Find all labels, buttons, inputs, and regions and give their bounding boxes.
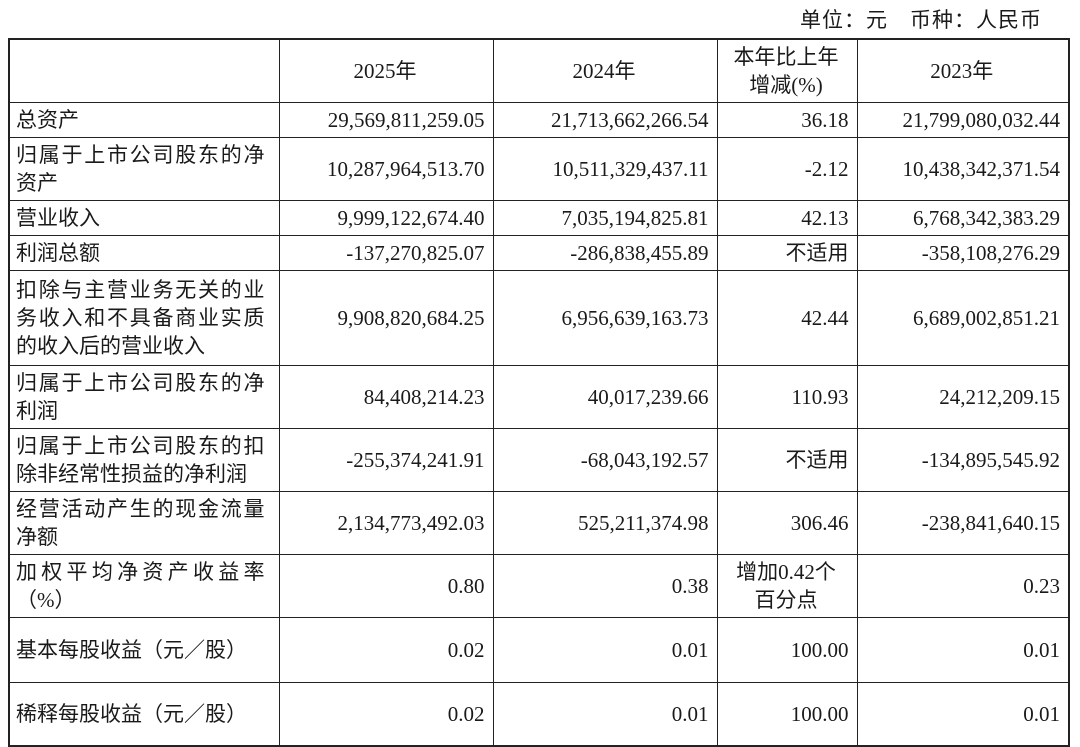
table-row: 基本每股收益（元／股） 0.02 0.01 100.00 0.01 xyxy=(8,617,1070,683)
row-label-cell: 基本每股收益（元／股） xyxy=(8,617,280,683)
column-header-2: 2024年 xyxy=(492,38,718,103)
table-row: 经营活动产生的现金流量净额 2,134,773,492.03 525,211,374… xyxy=(8,491,1070,555)
value-cell: 40,017,239.66 xyxy=(492,365,718,429)
table-row: 扣除与主营业务无关的业务收入和不具备商业实质的收入后的营业收入 9,908,820… xyxy=(8,270,1070,366)
value-cell: -358,108,276.29 xyxy=(856,235,1070,271)
table-row: 加权平均净资产收益率（%） 0.80 0.38 增加0.42个 百分点 0.23 xyxy=(8,554,1070,618)
value-cell: -137,270,825.07 xyxy=(278,235,494,271)
value-cell: 0.38 xyxy=(492,554,718,618)
table-row: 归属于上市公司股东的扣除非经常性损益的净利润 -255,374,241.91 -68… xyxy=(8,428,1070,492)
value-cell: 10,287,964,513.70 xyxy=(278,137,494,201)
table-row: 稀释每股收益（元／股） 0.02 0.01 100.00 0.01 xyxy=(8,682,1070,746)
row-label-cell: 营业收入 xyxy=(8,200,280,236)
value-cell: 0.01 xyxy=(492,682,718,746)
value-cell: 不适用 xyxy=(716,428,858,492)
value-cell: -2.12 xyxy=(716,137,858,201)
row-label-cell: 总资产 xyxy=(8,102,280,138)
value-cell: 0.23 xyxy=(856,554,1070,618)
value-cell: 110.93 xyxy=(716,365,858,429)
value-cell: 不适用 xyxy=(716,235,858,271)
value-cell: 10,438,342,371.54 xyxy=(856,137,1070,201)
value-cell: 29,569,811,259.05 xyxy=(278,102,494,138)
row-label-cell: 经营活动产生的现金流量净额 xyxy=(8,491,280,555)
row-label-cell: 扣除与主营业务无关的业务收入和不具备商业实质的收入后的营业收入 xyxy=(8,270,280,366)
value-cell: 42.44 xyxy=(716,270,858,366)
value-cell: -134,895,545.92 xyxy=(856,428,1070,492)
value-cell: 100.00 xyxy=(716,617,858,683)
column-header-3: 本年比上年 增减(%) xyxy=(716,38,858,103)
value-cell: -238,841,640.15 xyxy=(856,491,1070,555)
row-label-cell: 加权平均净资产收益率（%） xyxy=(8,554,280,618)
row-label-cell: 归属于上市公司股东的净利润 xyxy=(8,365,280,429)
unit-currency-caption: 单位：元 币种：人民币 xyxy=(800,8,1042,32)
column-header-0 xyxy=(8,38,280,103)
value-cell: 9,999,122,674.40 xyxy=(278,200,494,236)
row-label-cell: 利润总额 xyxy=(8,235,280,271)
report-page: 单位：元 币种：人民币 2025年 2024年 本年比上年 增减(%) 2023年 总… xyxy=(8,8,1070,747)
value-cell: 0.01 xyxy=(492,617,718,683)
table-row: 总资产 29,569,811,259.05 21,713,662,266.54 36.… xyxy=(8,102,1070,138)
value-cell: 21,799,080,032.44 xyxy=(856,102,1070,138)
value-cell: 0.80 xyxy=(278,554,494,618)
value-cell: 36.18 xyxy=(716,102,858,138)
column-header-4: 2023年 xyxy=(856,38,1070,103)
value-cell: 增加0.42个 百分点 xyxy=(716,554,858,618)
financial-summary-table: 2025年 2024年 本年比上年 增减(%) 2023年 总资产 29,569,811… xyxy=(8,38,1070,747)
row-label-cell: 归属于上市公司股东的净资产 xyxy=(8,137,280,201)
value-cell: -68,043,192.57 xyxy=(492,428,718,492)
table-body: 总资产 29,569,811,259.05 21,713,662,266.54 36.… xyxy=(8,102,1070,746)
value-cell: 9,908,820,684.25 xyxy=(278,270,494,366)
value-cell: 7,035,194,825.81 xyxy=(492,200,718,236)
row-label-cell: 归属于上市公司股东的扣除非经常性损益的净利润 xyxy=(8,428,280,492)
table-row: 归属于上市公司股东的净资产 10,287,964,513.70 10,511,329… xyxy=(8,137,1070,201)
value-cell: 0.01 xyxy=(856,617,1070,683)
value-cell: 21,713,662,266.54 xyxy=(492,102,718,138)
value-cell: 24,212,209.15 xyxy=(856,365,1070,429)
value-cell: 525,211,374.98 xyxy=(492,491,718,555)
value-cell: 100.00 xyxy=(716,682,858,746)
value-cell: -286,838,455.89 xyxy=(492,235,718,271)
value-cell: 0.02 xyxy=(278,617,494,683)
value-cell: 2,134,773,492.03 xyxy=(278,491,494,555)
value-cell: 0.01 xyxy=(856,682,1070,746)
table-row: 营业收入 9,999,122,674.40 7,035,194,825.81 42.1… xyxy=(8,200,1070,236)
column-header-1: 2025年 xyxy=(278,38,494,103)
value-cell: 42.13 xyxy=(716,200,858,236)
value-cell: 10,511,329,437.11 xyxy=(492,137,718,201)
value-cell: 306.46 xyxy=(716,491,858,555)
row-label-cell: 稀释每股收益（元／股） xyxy=(8,682,280,746)
header-row: 2025年 2024年 本年比上年 增减(%) 2023年 xyxy=(8,38,1070,103)
table-row: 归属于上市公司股东的净利润 84,408,214.23 40,017,239.66 1… xyxy=(8,365,1070,429)
value-cell: 84,408,214.23 xyxy=(278,365,494,429)
value-cell: -255,374,241.91 xyxy=(278,428,494,492)
value-cell: 6,956,639,163.73 xyxy=(492,270,718,366)
table-row: 利润总额 -137,270,825.07 -286,838,455.89 不适用 -35… xyxy=(8,235,1070,271)
value-cell: 6,689,002,851.21 xyxy=(856,270,1070,366)
value-cell: 6,768,342,383.29 xyxy=(856,200,1070,236)
value-cell: 0.02 xyxy=(278,682,494,746)
